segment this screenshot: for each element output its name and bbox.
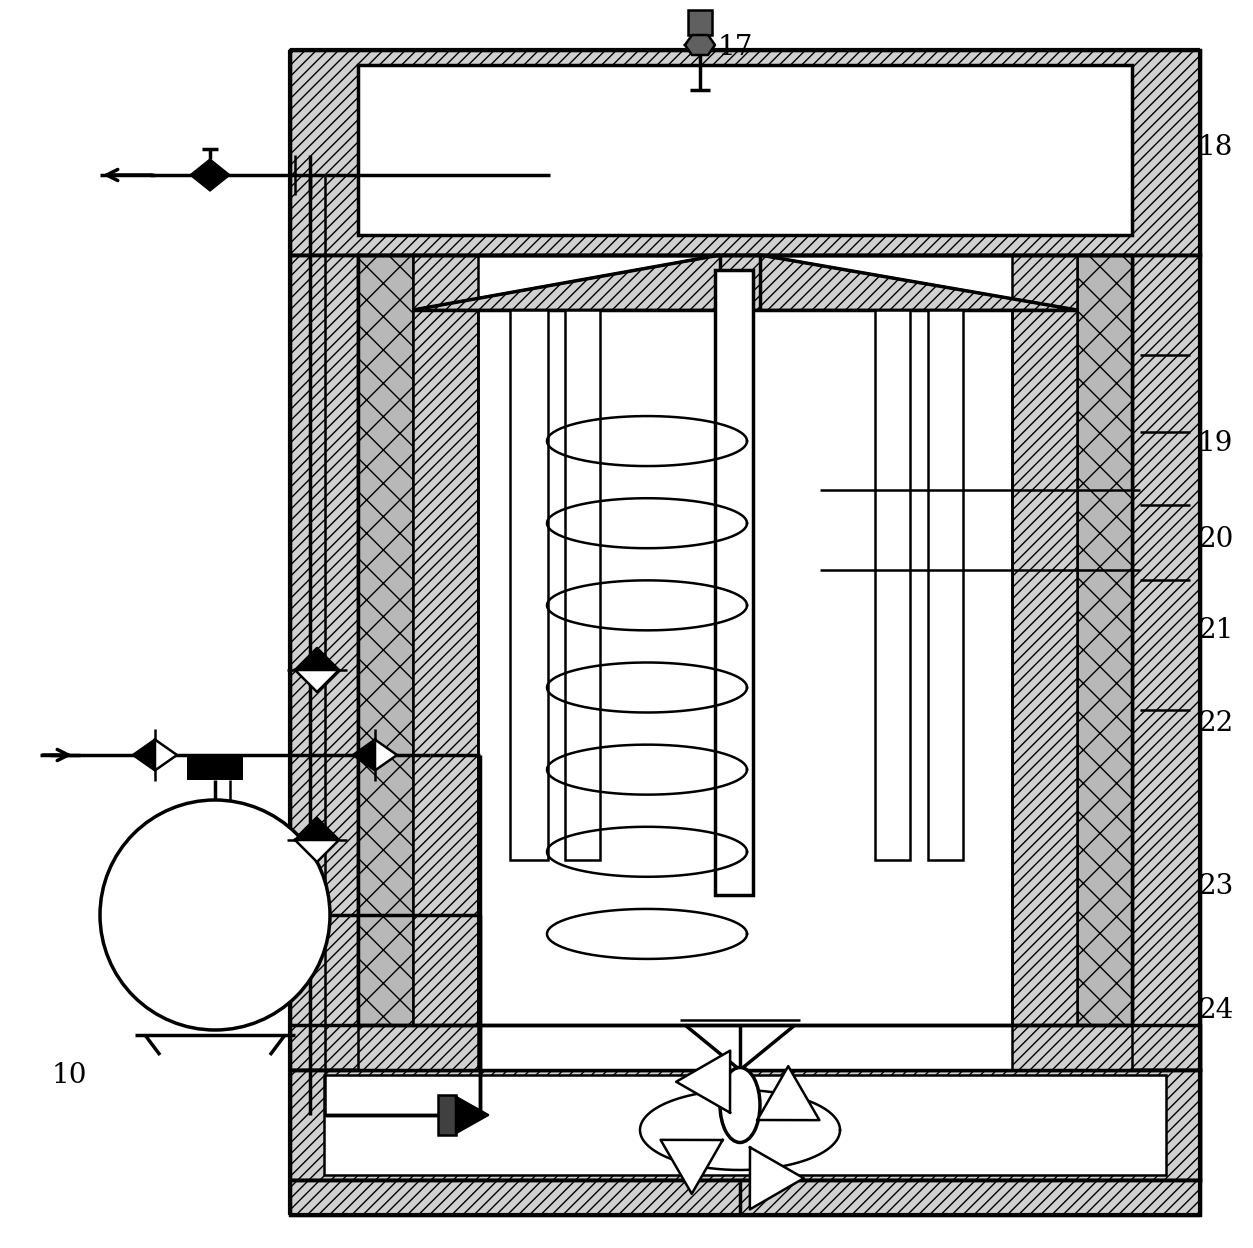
Bar xyxy=(1012,255,1078,1025)
Text: 18: 18 xyxy=(1198,134,1233,161)
Text: 19: 19 xyxy=(1198,429,1233,457)
Polygon shape xyxy=(375,740,397,770)
Bar xyxy=(187,755,243,780)
Bar xyxy=(289,1181,1200,1216)
Bar xyxy=(439,1094,456,1134)
Bar xyxy=(289,1070,1200,1181)
Text: 21: 21 xyxy=(1198,617,1233,644)
Polygon shape xyxy=(353,740,375,770)
Bar xyxy=(510,310,548,860)
Bar xyxy=(289,255,358,1070)
Bar xyxy=(289,1070,1200,1181)
Bar xyxy=(688,10,712,35)
Bar xyxy=(358,255,413,1025)
Bar xyxy=(875,310,910,860)
Text: 10: 10 xyxy=(51,1062,86,1090)
Bar xyxy=(928,310,964,860)
Text: 24: 24 xyxy=(1198,997,1233,1025)
Polygon shape xyxy=(413,255,1078,310)
Bar xyxy=(715,270,753,895)
Polygon shape xyxy=(294,840,340,862)
Bar xyxy=(1131,255,1200,1070)
Text: 23: 23 xyxy=(1198,872,1233,900)
Bar xyxy=(289,50,1200,255)
Bar xyxy=(477,1025,1012,1070)
Ellipse shape xyxy=(720,1067,761,1142)
Polygon shape xyxy=(685,35,715,55)
Polygon shape xyxy=(190,175,231,191)
Bar xyxy=(1078,255,1131,1025)
Polygon shape xyxy=(456,1097,487,1133)
Polygon shape xyxy=(294,817,340,840)
Polygon shape xyxy=(133,740,155,770)
Text: 20: 20 xyxy=(1198,525,1233,553)
Polygon shape xyxy=(155,740,177,770)
Bar xyxy=(413,255,477,1025)
Bar xyxy=(289,1025,1200,1070)
Polygon shape xyxy=(660,1139,723,1194)
Circle shape xyxy=(100,800,330,1030)
Text: 17: 17 xyxy=(718,34,753,61)
Bar xyxy=(325,1075,1167,1176)
Polygon shape xyxy=(749,1147,804,1209)
Bar xyxy=(477,310,1012,1025)
Polygon shape xyxy=(294,648,340,670)
Bar xyxy=(565,310,600,860)
Bar xyxy=(358,65,1131,235)
Polygon shape xyxy=(677,1051,730,1113)
Polygon shape xyxy=(190,158,231,175)
Polygon shape xyxy=(757,1066,819,1121)
Bar xyxy=(358,1025,1131,1070)
Text: 22: 22 xyxy=(1198,710,1233,738)
Polygon shape xyxy=(294,670,340,691)
